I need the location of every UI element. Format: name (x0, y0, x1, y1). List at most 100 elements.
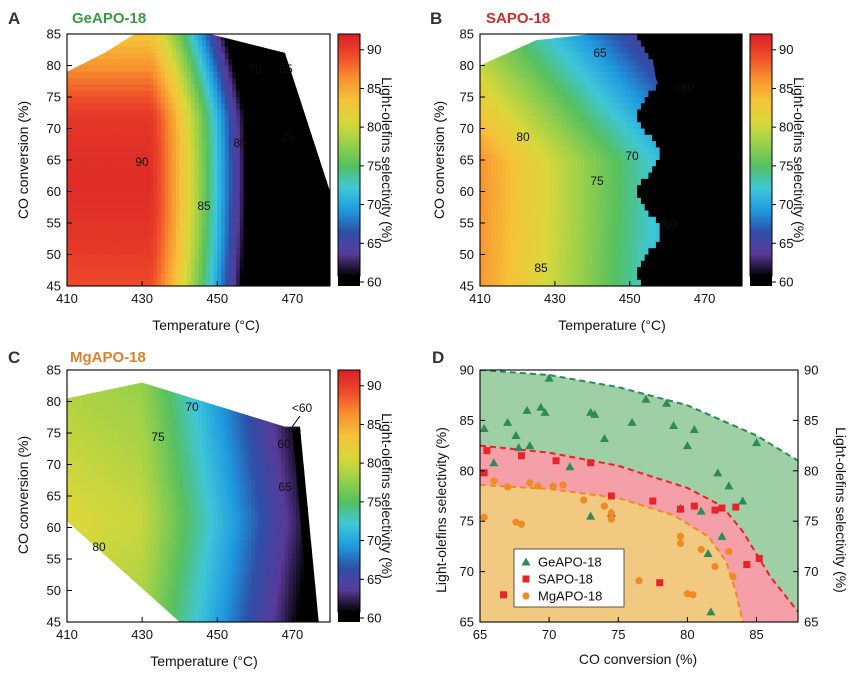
contour-cell (269, 71, 275, 79)
contour-cell (637, 71, 642, 79)
contour-cell (618, 46, 623, 54)
contour-cell (599, 210, 605, 218)
contour-cell (558, 97, 563, 104)
contour-cell (142, 197, 147, 205)
contour-cell (581, 122, 586, 130)
contour-cell (494, 204, 500, 211)
contour-cell (307, 128, 312, 136)
contour-cell (251, 166, 256, 174)
contour-cell (262, 166, 267, 174)
contour-cell (138, 46, 143, 54)
contour-cell (251, 134, 256, 142)
contour-cell (269, 197, 275, 205)
contour-cell (307, 134, 312, 142)
contour-cell (243, 216, 248, 224)
contour-cell (206, 241, 211, 249)
contour-cell (254, 229, 260, 237)
contour-cell (614, 160, 620, 167)
contour-cell (637, 210, 642, 218)
contour-cell (123, 166, 128, 174)
contour-cell (584, 273, 590, 281)
contour-cell (194, 34, 200, 41)
contour-cell (633, 241, 638, 249)
contour-cell (588, 229, 593, 237)
contour-cell (70, 254, 76, 262)
contour-cell (168, 223, 173, 230)
contour-cell (206, 248, 211, 256)
contour-cell (262, 115, 267, 123)
contour-cell (480, 178, 485, 186)
contour-cell (318, 52, 324, 60)
contour-cell (655, 109, 661, 117)
contour-cell (318, 40, 324, 48)
contour-cell (67, 210, 72, 218)
contour-cell (322, 191, 327, 199)
contour-cell (134, 172, 139, 180)
contour-cell (652, 197, 657, 205)
contour-cell (622, 109, 627, 117)
contour-cell (78, 191, 83, 199)
contour-cell (281, 109, 286, 117)
contour-cell (115, 235, 121, 243)
contour-cell (269, 223, 275, 230)
colorbar-tick-label: 90 (367, 42, 381, 57)
contour-cell (183, 160, 188, 167)
contour-cell (618, 248, 623, 256)
contour-cell (655, 115, 661, 123)
contour-cell (85, 65, 91, 73)
contour-cell (622, 65, 627, 73)
contour-cell (145, 178, 151, 186)
contour-cell (217, 78, 222, 85)
contour-cell (82, 84, 87, 92)
contour-cell (82, 90, 87, 98)
contour-cell (611, 84, 616, 92)
contour-cell (622, 223, 627, 230)
contour-cell (296, 178, 301, 186)
contour-cell (625, 248, 631, 256)
contour-cell (202, 134, 207, 142)
contour-cell (659, 115, 664, 123)
contour-cell (491, 204, 496, 211)
contour-cell (232, 160, 237, 167)
contour-cell (487, 59, 492, 67)
contour-cell (224, 84, 230, 92)
contour-cell (130, 97, 136, 104)
contour-cell (637, 216, 642, 224)
contour-cell (175, 46, 181, 54)
contour-cell (509, 78, 515, 85)
contour-cell (130, 103, 136, 111)
contour-cell (491, 52, 496, 60)
contour-cell (644, 153, 650, 161)
contour-cell (190, 241, 196, 249)
contour-cell (633, 71, 638, 79)
contour-cell (97, 241, 102, 249)
contour-cell (190, 97, 196, 104)
contour-cell (119, 279, 124, 286)
contour-cell (198, 254, 203, 262)
contour-cell (179, 90, 185, 98)
contour-cell (85, 153, 91, 161)
contour-cell (498, 216, 504, 224)
contour-cell (262, 34, 267, 41)
contour-cell (269, 141, 275, 148)
contour-cell (655, 267, 661, 274)
contour-cell (70, 141, 76, 148)
contour-cell (314, 229, 320, 237)
contour-cell (198, 84, 203, 92)
contour-cell (513, 172, 519, 180)
contour-cell (292, 90, 297, 98)
contour-cell (487, 229, 492, 237)
contour-cell (254, 160, 260, 167)
contour-cell (70, 273, 76, 281)
contour-cell (82, 115, 87, 123)
contour-cell (521, 115, 526, 123)
contour-cell (123, 223, 128, 230)
contour-cell (502, 141, 507, 148)
contour-cell (157, 34, 162, 41)
contour-cell (322, 34, 327, 41)
contour-cell (584, 178, 590, 186)
contour-cell (179, 254, 185, 262)
contour-cell (82, 273, 87, 281)
contour-cell (502, 84, 507, 92)
contour-cell (528, 216, 533, 224)
